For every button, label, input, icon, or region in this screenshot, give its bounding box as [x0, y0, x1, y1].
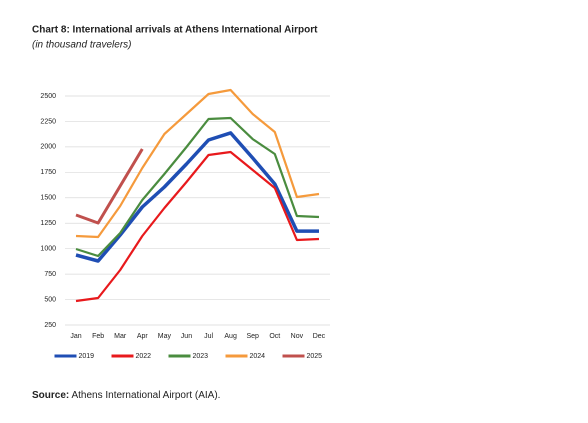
y-tick-label: 250 — [44, 322, 56, 329]
chart-title: Chart 8: International arrivals at Athen… — [32, 25, 318, 36]
x-tick-label: Oct — [269, 333, 280, 340]
y-tick-label: 1250 — [40, 220, 56, 227]
y-tick-label: 2500 — [40, 93, 56, 100]
x-tick-label: Jan — [70, 333, 81, 340]
legend-label: 2019 — [79, 353, 95, 360]
series-line — [75, 116, 320, 258]
x-tick-label: Sep — [246, 333, 259, 340]
y-tick-label: 750 — [44, 271, 56, 278]
series-line — [75, 150, 320, 303]
y-tick-label: 2250 — [40, 118, 56, 125]
series-line — [75, 131, 319, 263]
y-tick-label: 1500 — [40, 195, 56, 202]
x-tick-label: Jun — [181, 333, 192, 340]
x-tick-label: Mar — [114, 333, 127, 340]
x-tick-label: May — [158, 333, 172, 340]
source-text: Athens International Airport (AIA). — [71, 390, 220, 401]
series-line — [75, 88, 320, 239]
x-tick-label: Apr — [137, 333, 149, 340]
legend-label: 2025 — [307, 353, 323, 360]
chart-subtitle: (in thousand travelers) — [32, 40, 132, 51]
y-tick-label: 1750 — [40, 169, 56, 176]
legend-label: 2024 — [250, 353, 266, 360]
x-tick-label: Feb — [92, 333, 104, 340]
y-tick-label: 1000 — [40, 246, 56, 253]
series-line — [75, 148, 144, 225]
x-tick-label: Dec — [313, 333, 326, 340]
source-label: Source: — [32, 390, 69, 401]
source: Source: Athens International Airport (AI… — [32, 390, 220, 401]
y-tick-label: 500 — [44, 296, 56, 303]
x-tick-label: Aug — [224, 333, 237, 340]
y-tick-label: 2000 — [40, 144, 56, 151]
x-tick-label: Nov — [291, 333, 304, 340]
legend-label: 2022 — [136, 353, 152, 360]
legend-label: 2023 — [193, 353, 209, 360]
x-tick-label: Jul — [204, 333, 213, 340]
